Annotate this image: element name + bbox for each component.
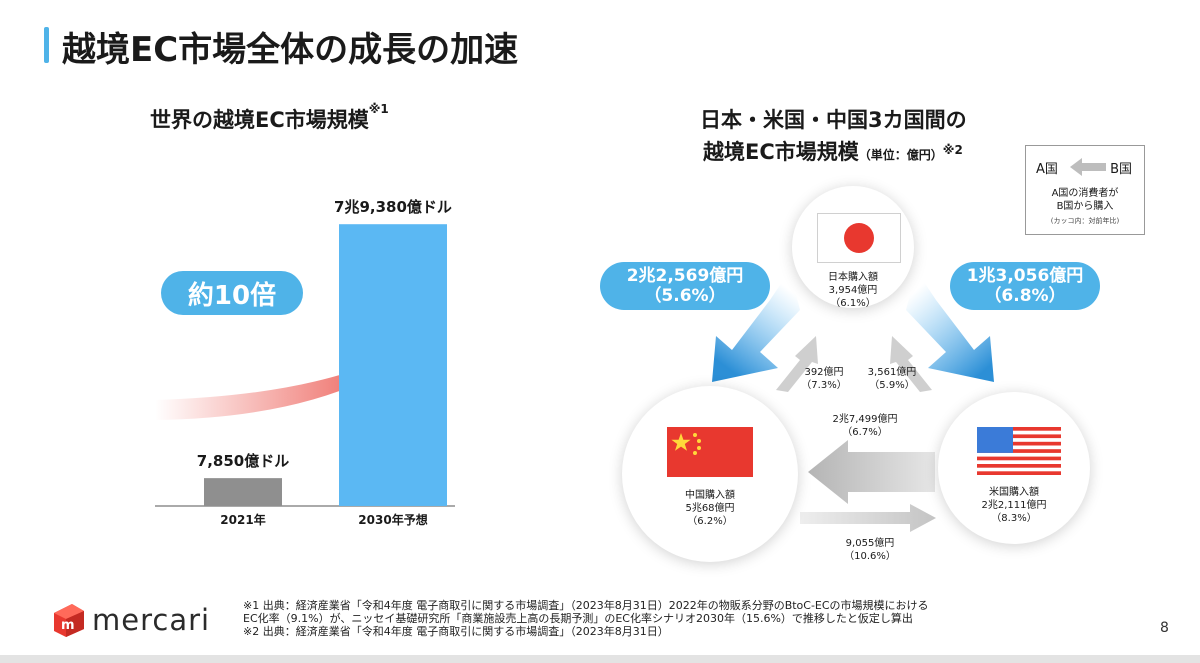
flow-arrow-japan-from-china (776, 336, 818, 392)
legend-a-label: A国 (1036, 162, 1058, 177)
right-title-line1: 日本・米国・中国3カ国間の (700, 108, 967, 132)
bubble-us-from-japan: 1兆3,056億円 （6.8%） (950, 262, 1100, 310)
flow-label-china-from-us: 2兆7,499億円 （6.7%） (832, 414, 898, 438)
right-chart-title: 日本・米国・中国3カ国間の 越境EC市場規模（単位：億円）※2 (700, 104, 1030, 171)
category-label-2: 2030年予想 (358, 512, 427, 527)
page-number: 8 (1160, 620, 1169, 636)
bars-group: 7,850億ドル 2021年 7兆9,380億ドル 2030年予想 (197, 198, 452, 527)
footnote-1-line-2: EC化率（9.1%）が、ニッセイ基礎研究所「商業施設売上高の長期予測」のEC化率… (243, 612, 913, 625)
legend-b-label: B国 (1110, 162, 1132, 177)
footnotes: ※1 出典：経済産業省「令和4年度 電子商取引に関する市場調査」（2023年8月… (243, 599, 929, 638)
flow-arrow-china-from-japan (712, 270, 800, 382)
flow-arrow-japan-from-us (890, 336, 932, 392)
japan-purchase-label: 日本購入額 3,954億円 （6.1%） (828, 272, 878, 309)
flow-label-japan-from-china: 392億円 （7.3%） (801, 367, 847, 391)
mercari-logo-icon: m (54, 604, 84, 637)
footnote-2: ※2 出典：経済産業省「令和4年度 電子商取引に関する市場調査」（2023年8月… (243, 625, 669, 638)
us-purchase-label: 米国購入額 2兆2,111億円 （8.3%） (981, 487, 1047, 524)
svg-text:m: m (61, 618, 75, 633)
category-label-1: 2021年 (220, 512, 265, 527)
bubble-china-from-japan: 2兆2,569億円 （5.6%） (600, 262, 770, 310)
unit-note: （単位：億円） (858, 148, 943, 162)
bar-1 (204, 478, 282, 506)
flow-label-us-from-china: 9,055億円 （10.6%） (844, 538, 896, 562)
japan-flag-icon (817, 213, 901, 263)
bar-value-label-1: 7,850億ドル (197, 452, 289, 470)
legend-note: (カッコ内：対前年比) (1050, 217, 1120, 225)
legend-box: A国 B国 A国の消費者が B国から購入 (カッコ内：対前年比) (1025, 145, 1145, 235)
mercari-logo-text: mercari (92, 603, 211, 637)
flow-arrow-china-from-us (808, 440, 935, 504)
right-title-note: ※2 (942, 143, 963, 157)
us-flag-icon (977, 427, 1061, 475)
page-title: 越境EC市場全体の成長の加速 (62, 30, 519, 70)
legend-description: A国の消費者が B国から購入 (1051, 188, 1119, 212)
right-title-line2-wrap: 越境EC市場規模（単位：億円）※2 (703, 140, 963, 164)
title-accent-bar (44, 27, 49, 63)
china-flag-icon (667, 427, 753, 477)
china-purchase-label: 中国購入額 5兆68億円 （6.2%） (685, 490, 735, 527)
legend-arrow-icon (1070, 158, 1106, 176)
left-title-note: ※1 (368, 102, 389, 116)
bar-value-label-2: 7兆9,380億ドル (334, 198, 452, 216)
left-chart-title: 世界の越境EC市場規模※1 (150, 102, 389, 132)
bar-chart: 7,850億ドル 2021年 7兆9,380億ドル 2030年予想 (155, 198, 455, 527)
footer-divider (0, 655, 1200, 663)
flow-label-japan-from-us: 3,561億円 （5.9%） (867, 367, 917, 391)
flow-arrow-us-from-japan (906, 270, 994, 382)
bar-2 (339, 224, 447, 507)
multiplier-badge: 約10倍 (161, 271, 303, 315)
growth-arrow (155, 322, 447, 420)
footnote-1-line-1: ※1 出典：経済産業省「令和4年度 電子商取引に関する市場調査」（2023年8月… (243, 599, 929, 612)
flow-arrow-us-from-china (800, 504, 936, 532)
